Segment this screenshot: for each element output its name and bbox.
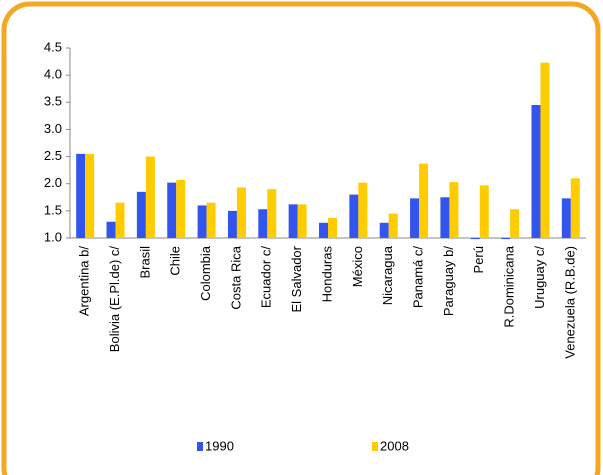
bar [297, 204, 307, 238]
bar [176, 179, 186, 238]
bar [106, 221, 116, 238]
bar [349, 194, 359, 238]
y-tick-label: 3.5 [44, 94, 62, 109]
y-tick-label: 4.5 [44, 39, 62, 54]
x-tick-label: Paraguay b/ [441, 246, 456, 316]
bar [540, 62, 550, 239]
bar [328, 217, 337, 238]
x-tick-label: Nicaragua [380, 245, 395, 305]
bar [115, 202, 125, 238]
bar [136, 191, 146, 238]
bar [388, 213, 398, 238]
legend-label: 2008 [380, 438, 409, 453]
bar [85, 153, 95, 238]
x-tick-label: Colombia [198, 245, 213, 301]
bar [227, 210, 237, 238]
x-tick-label: Costa Rica [228, 245, 243, 309]
bar [470, 238, 480, 240]
legend-label: 1990 [205, 438, 234, 453]
bar [358, 182, 368, 238]
x-tick-label: Uruguay c/ [532, 246, 547, 309]
x-tick-label: Ecuador c/ [259, 246, 274, 309]
x-tick-label: Panamá c/ [410, 246, 425, 309]
bar [561, 198, 571, 238]
bar [258, 209, 268, 238]
y-tick-label: 1.0 [44, 229, 62, 244]
bar [410, 198, 420, 238]
bar [167, 182, 177, 238]
bar [379, 222, 389, 238]
y-tick-label: 4.0 [44, 67, 62, 82]
y-tick-label: 2.0 [44, 175, 62, 190]
bar [319, 222, 328, 238]
bar [206, 202, 216, 238]
bar [479, 185, 489, 238]
y-tick-label: 1.5 [44, 202, 62, 217]
bar [76, 153, 86, 238]
legend-swatch [197, 442, 203, 451]
bar [570, 178, 580, 238]
x-tick-label: Bolivia (E.Pl.de) c/ [107, 246, 122, 353]
x-tick-label: México [350, 246, 365, 287]
x-tick-label: Perú [471, 246, 486, 273]
bar [440, 197, 450, 238]
bar [449, 182, 459, 238]
x-tick-label: Argentina b/ [77, 246, 92, 316]
bar [236, 187, 246, 238]
x-tick-label: El Salvador [289, 245, 304, 312]
x-tick-label: Honduras [319, 246, 334, 303]
bar [145, 156, 155, 238]
bar [288, 204, 298, 238]
x-tick-label: Brasil [137, 246, 152, 279]
x-tick-label: Chile [168, 246, 183, 276]
legend-swatch [372, 442, 378, 451]
bar [501, 238, 511, 240]
x-tick-label: R.Dominicana [502, 245, 517, 327]
bar [267, 189, 277, 238]
bar [419, 163, 429, 238]
x-tick-label: Venezuela (R.B.de) [562, 246, 577, 359]
bar [531, 105, 541, 238]
y-tick-label: 3.0 [44, 121, 62, 136]
bar [510, 209, 520, 238]
y-tick-label: 2.5 [44, 148, 62, 163]
bar [197, 205, 207, 238]
